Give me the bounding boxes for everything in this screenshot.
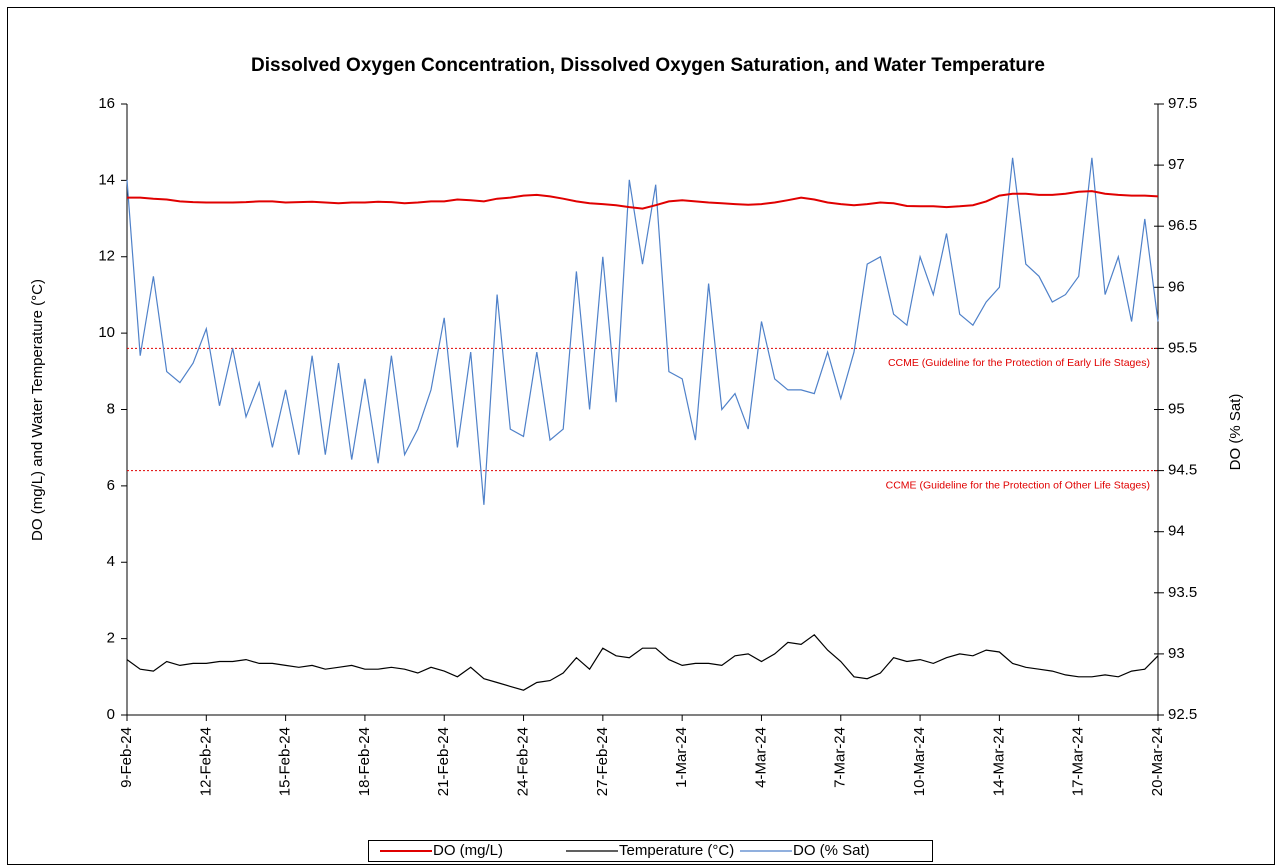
y-tick-label: 2 xyxy=(107,630,115,647)
x-tick-label: 20-Mar-24 xyxy=(1149,727,1166,796)
guideline-label: CCME (Guideline for the Protection of Ea… xyxy=(888,357,1150,369)
y-tick-label: 16 xyxy=(98,95,115,112)
y2-tick-label: 95.5 xyxy=(1168,339,1197,356)
x-tick-label: 17-Mar-24 xyxy=(1070,727,1087,796)
chart-title: Dissolved Oxygen Concentration, Dissolve… xyxy=(251,55,1045,76)
y2-tick-label: 97 xyxy=(1168,156,1185,173)
x-tick-label: 4-Mar-24 xyxy=(752,727,769,788)
x-tick-label: 12-Feb-24 xyxy=(197,727,214,796)
x-tick-label: 9-Feb-24 xyxy=(118,727,135,788)
legend-box xyxy=(368,840,933,862)
x-tick-label: 14-Mar-24 xyxy=(990,727,1007,796)
x-tick-label: 27-Feb-24 xyxy=(594,727,611,796)
y2-tick-label: 93.5 xyxy=(1168,584,1197,601)
y2-tick-label: 96 xyxy=(1168,278,1185,295)
x-tick-label: 1-Mar-24 xyxy=(673,727,690,788)
y-tick-label: 8 xyxy=(107,400,115,417)
chart-frame xyxy=(7,7,1275,865)
y-tick-label: 14 xyxy=(98,171,115,188)
legend-label: Temperature (°C) xyxy=(619,842,734,859)
y2-tick-label: 94 xyxy=(1168,523,1185,540)
y-axis-label: DO (mg/L) and Water Temperature (°C) xyxy=(29,279,46,541)
y2-tick-label: 97.5 xyxy=(1168,95,1197,112)
guideline-label: CCME (Guideline for the Protection of Ot… xyxy=(886,479,1150,491)
y2-axis-label: DO (% Sat) xyxy=(1227,394,1244,471)
series-line xyxy=(127,190,1159,210)
y-tick-label: 4 xyxy=(107,553,115,570)
legend-label: DO (% Sat) xyxy=(793,842,870,859)
x-tick-label: 24-Feb-24 xyxy=(515,727,532,796)
y-tick-label: 6 xyxy=(107,477,115,494)
x-tick-label: 21-Feb-24 xyxy=(435,727,452,796)
y2-tick-label: 93 xyxy=(1168,645,1185,662)
y2-tick-label: 94.5 xyxy=(1168,462,1197,479)
series-line xyxy=(126,633,1159,691)
y2-tick-label: 92.5 xyxy=(1168,706,1197,723)
x-tick-label: 18-Feb-24 xyxy=(356,727,373,796)
y-tick-label: 12 xyxy=(98,248,115,265)
y2-tick-label: 96.5 xyxy=(1168,217,1197,234)
y-tick-label: 0 xyxy=(107,706,115,723)
y-tick-label: 10 xyxy=(98,324,115,341)
x-tick-label: 10-Mar-24 xyxy=(911,727,928,796)
x-tick-label: 15-Feb-24 xyxy=(277,727,294,796)
y2-tick-label: 95 xyxy=(1168,400,1185,417)
x-tick-label: 7-Mar-24 xyxy=(832,727,849,788)
legend-label: DO (mg/L) xyxy=(433,842,503,859)
series-line xyxy=(126,157,1159,505)
